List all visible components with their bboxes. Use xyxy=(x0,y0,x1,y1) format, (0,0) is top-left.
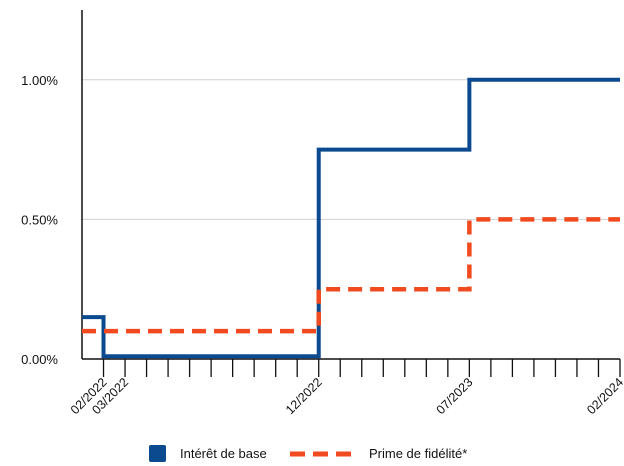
x-tick-label-2: 12/2022 xyxy=(283,375,325,417)
y-tick-label-2: 1.00% xyxy=(21,73,58,88)
legend-label-loyalty: Prime de fidélité* xyxy=(369,446,467,461)
y-tick-label-0: 0.00% xyxy=(21,352,58,367)
series-line-base-interest xyxy=(82,77,620,359)
legend-label-base: Intérêt de base xyxy=(180,446,267,461)
x-tick-label-3: 07/2023 xyxy=(434,375,476,417)
legend: Intérêt de base Prime de fidélité* xyxy=(149,445,467,462)
series-line-loyalty-premium xyxy=(82,217,620,334)
axes xyxy=(81,10,621,377)
series-lines xyxy=(82,77,620,359)
x-tick-label-4: 02/2024 xyxy=(584,375,624,417)
y-tick-label-1: 0.50% xyxy=(21,212,58,227)
legend-swatch-base xyxy=(149,445,166,462)
